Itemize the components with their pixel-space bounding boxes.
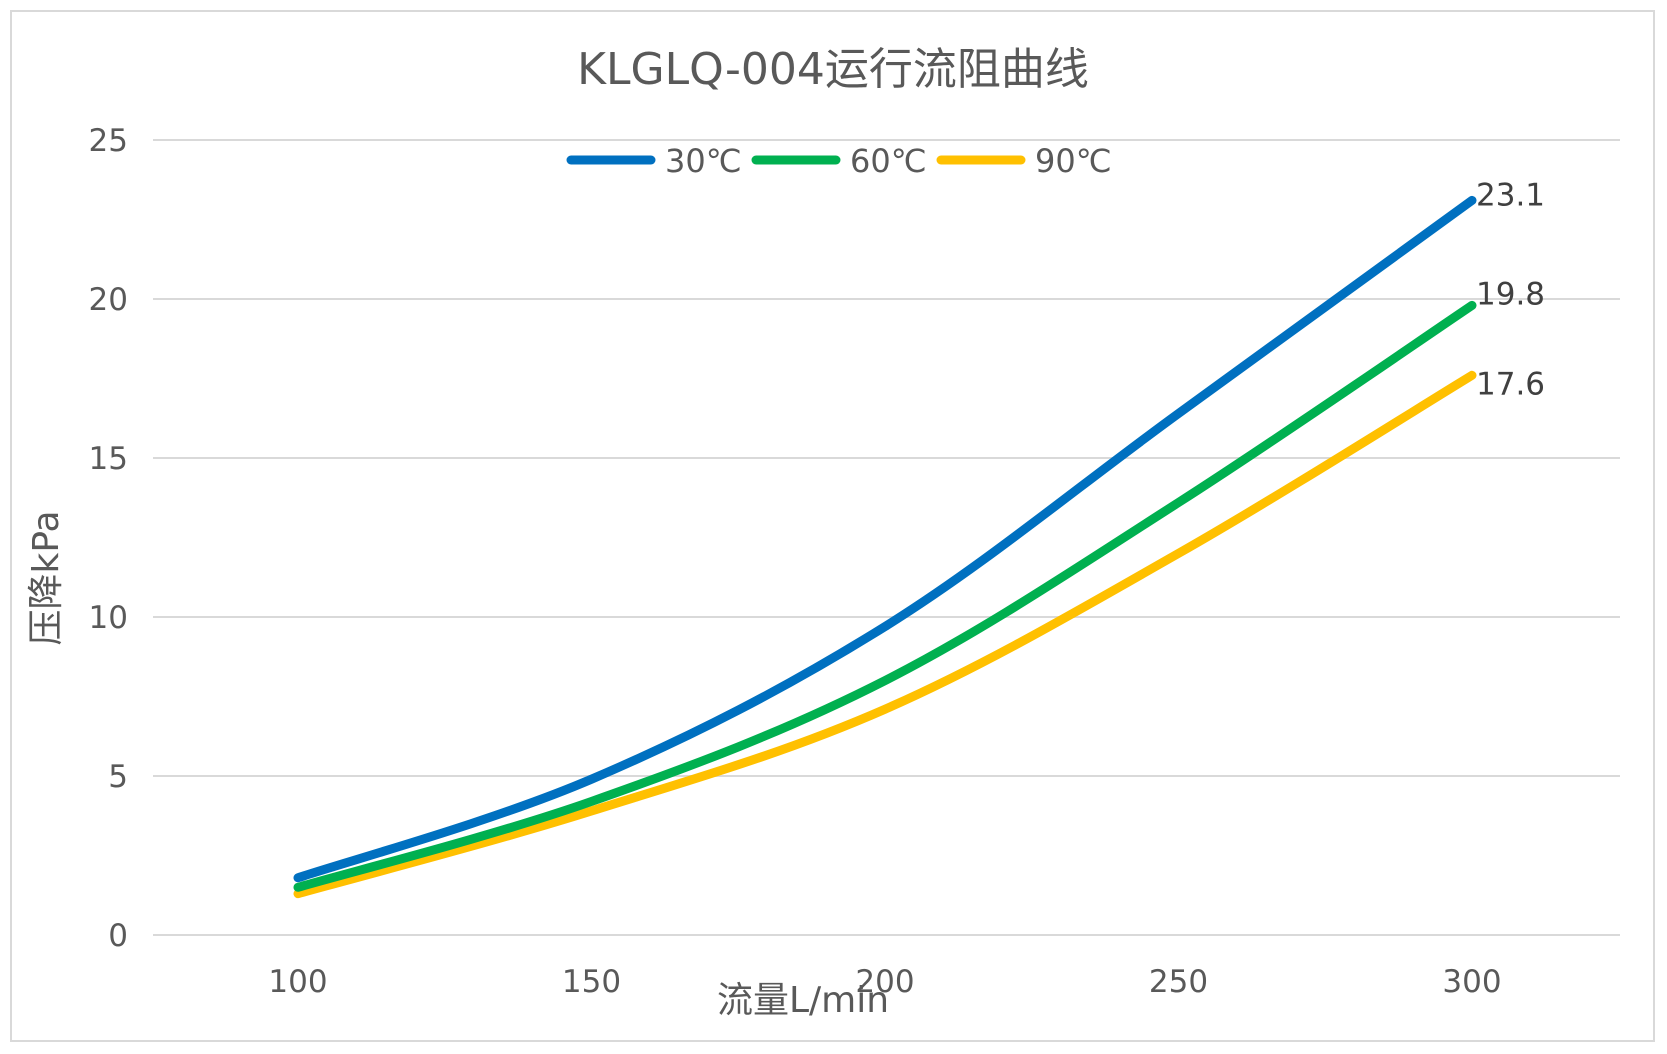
y-tick-label: 25 bbox=[89, 123, 128, 159]
data-label-60℃: 19.8 bbox=[1476, 276, 1545, 312]
grid-lines bbox=[153, 139, 1620, 936]
x-tick-label: 250 bbox=[1149, 964, 1208, 1000]
x-tick-label: 300 bbox=[1442, 964, 1501, 1000]
series-line-60℃ bbox=[293, 300, 1477, 892]
series-line-90℃ bbox=[293, 370, 1477, 899]
legend-label-90℃: 90℃ bbox=[1035, 142, 1112, 180]
series-line-30℃ bbox=[293, 195, 1477, 883]
chart-frame bbox=[10, 10, 1655, 1042]
y-axis-ticks: 0 5 10 15 20 25 bbox=[89, 123, 128, 954]
data-label-90℃: 17.6 bbox=[1476, 366, 1545, 402]
x-tick-label: 150 bbox=[562, 964, 621, 1000]
x-tick-label: 200 bbox=[855, 964, 914, 1000]
legend-label-30℃: 30℃ bbox=[665, 142, 742, 180]
x-tick-label: 100 bbox=[268, 964, 327, 1000]
y-tick-label: 20 bbox=[89, 282, 128, 318]
y-tick-label: 5 bbox=[108, 759, 128, 795]
y-tick-label: 15 bbox=[89, 441, 128, 477]
series-lines bbox=[293, 195, 1477, 899]
legend-label-60℃: 60℃ bbox=[850, 142, 927, 180]
legend: 30℃ 60℃ 90℃ bbox=[566, 142, 1112, 180]
data-labels: 23.1 19.8 17.6 bbox=[1476, 177, 1545, 402]
x-axis-label: 流量L/min bbox=[717, 980, 889, 1021]
y-tick-label: 0 bbox=[108, 918, 128, 954]
y-tick-label: 10 bbox=[89, 600, 128, 636]
y-axis-label: 压降kPa bbox=[26, 510, 67, 645]
chart-title: KLGLQ-004运行流阻曲线 bbox=[577, 44, 1089, 95]
data-label-30℃: 23.1 bbox=[1476, 177, 1545, 213]
x-axis-ticks: 100 150 200 250 300 bbox=[268, 964, 1501, 1000]
